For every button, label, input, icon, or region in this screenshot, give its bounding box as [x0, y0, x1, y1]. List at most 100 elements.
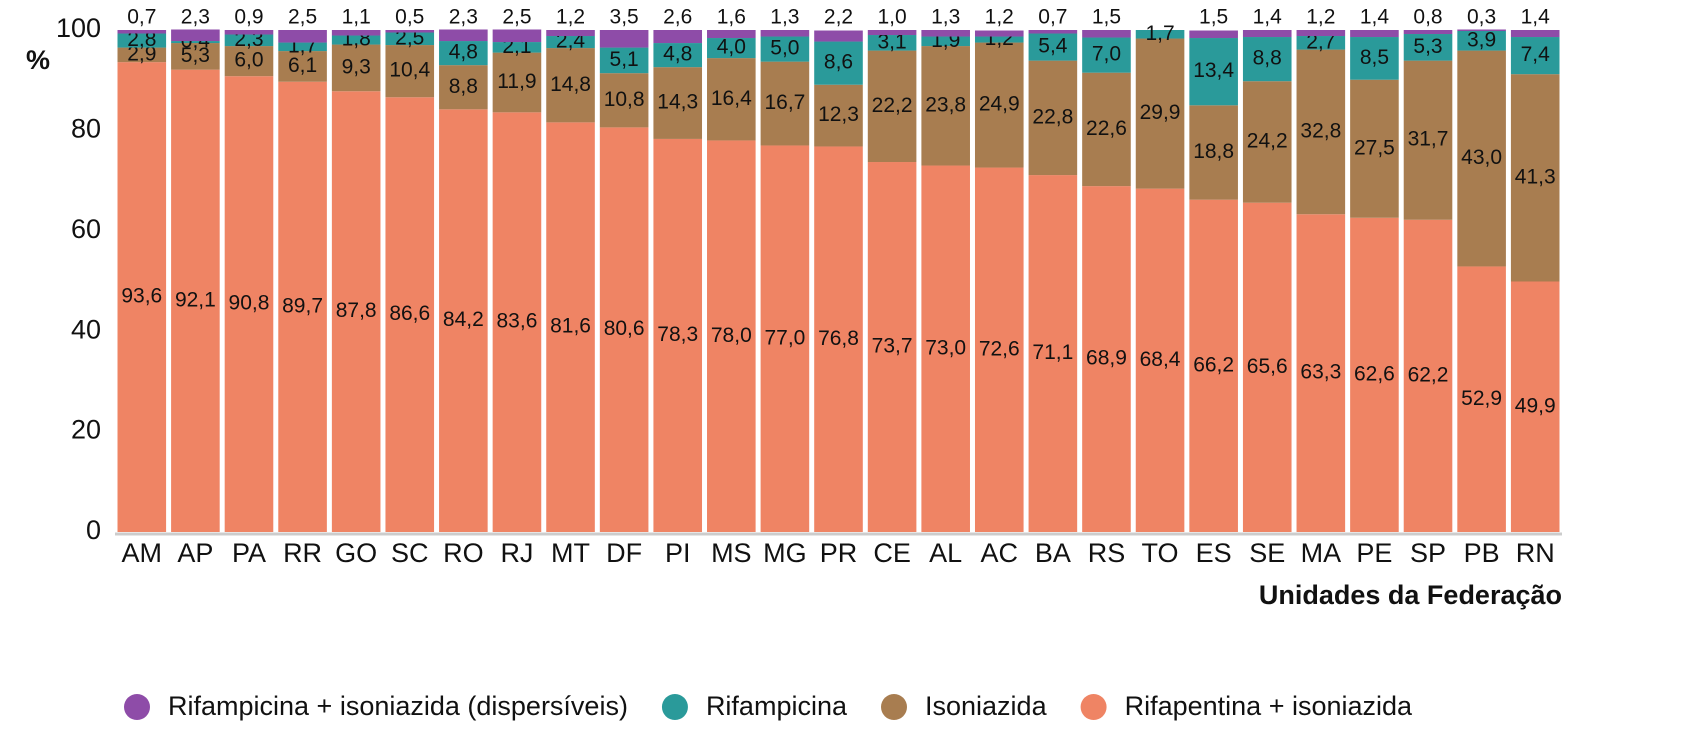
bar-segment [439, 29, 488, 42]
data-label: 2,3 [181, 6, 210, 29]
bar-segment [814, 41, 863, 85]
bar-segment [546, 30, 595, 37]
data-label: 0,5 [395, 6, 424, 29]
bar-segment [653, 30, 703, 44]
bar-segment [1350, 217, 1399, 533]
bar-segment [974, 36, 1024, 43]
bar-segment [1082, 72, 1131, 187]
x-tick-label: DF [606, 538, 642, 568]
bar-segment [1510, 281, 1560, 532]
data-label: 22,8 [1032, 105, 1073, 128]
data-label: 80,6 [604, 317, 645, 340]
data-label: 2,3 [449, 6, 478, 29]
data-label: 41,3 [1515, 165, 1556, 188]
data-label: 3,9 [1467, 28, 1496, 51]
data-label: 73,0 [925, 336, 966, 359]
bar-segment [331, 44, 381, 92]
data-label: 2,5 [502, 6, 531, 29]
bar-segment [707, 58, 756, 141]
x-tick-label: MG [763, 538, 807, 568]
x-tick-label: SC [391, 538, 429, 568]
x-tick-label: GO [335, 538, 377, 568]
bar-segment [224, 30, 274, 35]
y-tick-label: 20 [71, 415, 101, 445]
bar-segment [921, 36, 970, 47]
bar-segment [1510, 30, 1560, 38]
data-label: 10,8 [604, 88, 645, 111]
data-label: 63,3 [1300, 361, 1341, 384]
data-label: 1,4 [1253, 6, 1283, 29]
bar-segment [1189, 38, 1238, 106]
bar-segment [117, 33, 167, 48]
data-label: 16,7 [764, 91, 805, 114]
data-label: 4,8 [449, 41, 478, 64]
data-label: 90,8 [229, 292, 270, 315]
data-label: 78,3 [657, 323, 698, 346]
y-tick-label: 0 [86, 515, 101, 545]
bar-segment [385, 32, 435, 46]
legend-label: Rifampicina + isoniazida (dispersíveis) [168, 691, 628, 721]
bar-segment [278, 81, 327, 533]
data-label: 84,2 [443, 308, 484, 331]
bar-segment [1028, 60, 1078, 176]
bar-segment [331, 91, 381, 532]
bar-segment [492, 29, 542, 43]
bar-segment [278, 30, 327, 43]
y-tick-label: 60 [71, 214, 101, 244]
y-axis-label: % [26, 45, 50, 75]
bar-segment [867, 50, 917, 163]
bar-segment [439, 41, 488, 66]
legend-marker [661, 694, 688, 720]
data-label: 23,8 [925, 93, 966, 116]
bar-segment [278, 42, 327, 52]
bar-segment [1242, 81, 1292, 203]
bar-segment [1028, 33, 1078, 61]
y-tick-label: 80 [71, 114, 101, 144]
legend-marker [881, 694, 907, 720]
data-label: 22,2 [872, 94, 913, 117]
bar-segment [1457, 31, 1506, 51]
data-label: 8,8 [1253, 47, 1282, 70]
data-label: 13,4 [1193, 59, 1234, 82]
bar-segment [974, 167, 1024, 532]
bar-segment [707, 30, 756, 39]
bar-segment [1028, 30, 1078, 34]
data-label: 1,3 [770, 6, 799, 29]
bar-segment [1296, 49, 1346, 215]
x-tick-label: AP [177, 538, 213, 568]
data-label: 24,2 [1247, 129, 1288, 152]
bar-segment [171, 43, 220, 70]
bar-segment [1242, 37, 1292, 82]
data-label: 8,8 [449, 75, 478, 98]
data-label: 32,8 [1300, 119, 1341, 142]
bar-segment [1082, 37, 1131, 73]
data-label: 6,1 [288, 54, 317, 77]
data-label: 7,0 [1092, 43, 1121, 66]
bar-segment [117, 62, 167, 533]
bar-segment [760, 30, 810, 37]
bar-segment [1403, 219, 1453, 533]
bar-segment [1082, 30, 1131, 38]
x-tick-label: AC [981, 538, 1019, 568]
bar-segment [1403, 60, 1453, 220]
data-label: 52,9 [1461, 387, 1502, 410]
bar-segment [760, 61, 810, 146]
data-label: 1,5 [1092, 6, 1121, 29]
bar-segment [385, 30, 435, 33]
legend-label: Rifapentina + isoniazida [1125, 691, 1413, 721]
bar-segment [974, 42, 1024, 168]
data-label: 71,1 [1032, 341, 1073, 364]
data-label: 6,0 [234, 49, 263, 72]
bar-segment [653, 138, 703, 532]
data-label: 10,4 [389, 59, 430, 82]
data-label: 81,6 [550, 315, 591, 338]
data-label: 9,3 [342, 55, 371, 78]
bar-segment [1296, 30, 1346, 37]
data-label: 1,1 [342, 6, 371, 29]
data-label: 2,2 [824, 6, 853, 29]
data-label: 4,0 [717, 36, 746, 59]
data-label: 14,8 [550, 73, 591, 96]
bar-segment [599, 127, 649, 532]
data-label: 5,1 [610, 48, 639, 71]
data-label: 86,6 [389, 302, 430, 325]
